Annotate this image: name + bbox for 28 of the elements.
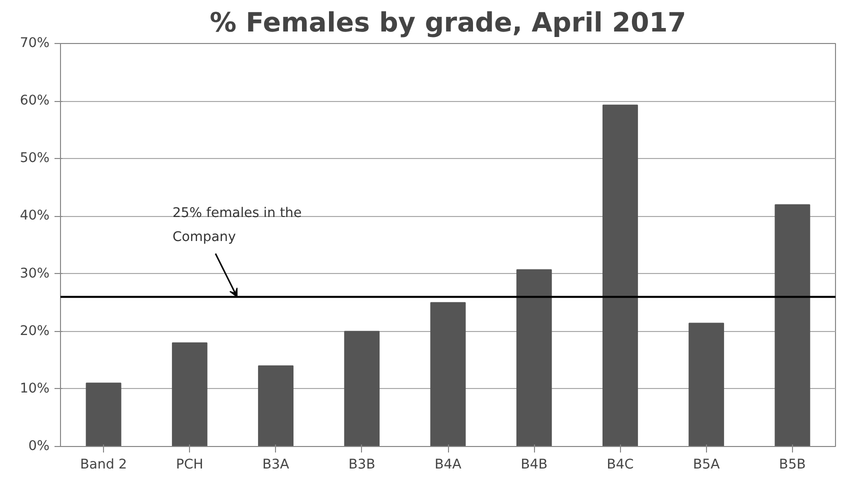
bar: [688, 322, 724, 446]
bar: [344, 330, 380, 446]
bar: [516, 269, 552, 446]
x-tick-label: B4B: [520, 458, 548, 472]
y-tick-label: 50%: [20, 151, 50, 166]
ref-line-label: 25% females in the Company: [172, 206, 302, 245]
bar: [172, 342, 208, 446]
y-tick-label: 20%: [20, 324, 50, 339]
x-tick-label: B5A: [692, 458, 720, 472]
y-tick-label: 10%: [20, 381, 50, 396]
bar: [430, 302, 466, 446]
x-tick-label: B3A: [262, 458, 290, 472]
y-tick-label: 30%: [20, 266, 50, 282]
bar: [258, 365, 294, 446]
x-tick-label: PCH: [176, 458, 204, 472]
x-tick-label: B5B: [779, 458, 806, 472]
bar: [602, 104, 638, 446]
y-tick-label: 0%: [28, 439, 50, 454]
x-tick-label: B4A: [434, 458, 462, 472]
y-tick-label: 70%: [20, 36, 50, 51]
x-tick-label: Band 2: [80, 458, 128, 472]
x-tick-label: B3B: [348, 458, 376, 472]
chart-title: % Females by grade, April 2017: [210, 8, 686, 38]
y-tick-label: 60%: [20, 94, 50, 109]
y-tick-label: 40%: [20, 208, 50, 224]
bar: [86, 382, 122, 446]
x-tick-label: B4C: [606, 458, 634, 472]
bar: [774, 204, 810, 446]
